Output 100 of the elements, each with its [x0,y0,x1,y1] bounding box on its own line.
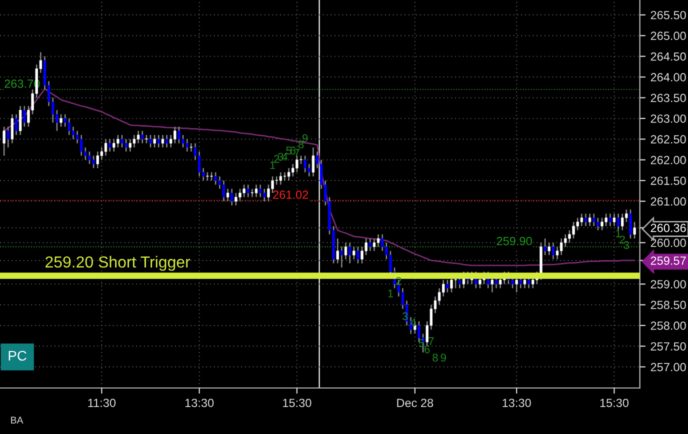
annotation: 1 [388,290,394,298]
candlestick [120,134,124,148]
candlestick [186,138,188,152]
candlestick [96,150,99,169]
candlestick [352,246,356,260]
candlestick [80,134,83,156]
candlestick [588,213,592,227]
y-tick-label: 260.36 [650,224,686,232]
candlestick [222,180,226,202]
candlestick [149,134,152,148]
y-tick-label: 259.00 [650,280,686,288]
candlestick [165,134,168,148]
candlestick [572,221,575,240]
candlestick [19,105,22,136]
candlestick [182,134,184,148]
candlestick [442,279,445,298]
y-tick-label: 257.00 [650,362,686,372]
candlestick [136,130,140,144]
annotation: PC [8,350,26,361]
candlestick [296,155,298,173]
candlestick [552,242,555,260]
candlestick [368,238,372,252]
y-tick-label: 263.50 [650,94,686,102]
candlestick [600,217,604,231]
candlestick [124,138,128,152]
candlestick [308,163,310,178]
annotation: 2 [274,154,280,163]
y-tick-label: 262.50 [650,135,686,144]
candlestick [100,146,104,160]
ref-line-label: 259.90 [496,236,532,246]
candlestick [446,279,449,293]
candlestick [629,208,632,240]
candlestick [372,238,376,252]
candlestick [381,234,384,252]
candlestick [14,114,18,136]
candlestick [250,188,254,198]
y-tick-label: 258.00 [650,322,686,330]
candlestick [116,134,120,148]
candlestick [88,150,91,165]
candlestick [364,238,368,256]
candlestick [246,184,250,198]
annotation: 1 [270,161,276,169]
candlestick [576,217,579,231]
annotation: 9 [302,134,308,142]
ref-line-label: 261.02 [273,190,308,199]
candlestick [242,184,246,198]
candlestick [356,246,360,264]
x-tick-label: 15:30 [283,398,312,408]
candlestick [161,134,164,148]
candlestick [230,188,234,206]
candlestick [612,213,616,227]
candlestick [592,213,596,227]
y-tick-label: 258.50 [650,300,686,310]
candlestick [157,134,160,148]
candlestick [254,184,258,198]
candlestick [608,213,612,227]
candlestick [178,126,180,144]
candlestick [104,138,108,156]
annotation: 1 [616,230,621,238]
candlestick [633,221,636,240]
y-tick-label: 259.57 [650,256,686,265]
annotation: 9 [440,354,446,362]
candlestick [198,150,201,178]
candlestick [214,172,217,186]
candlestick [560,238,563,256]
annotation: 6 [424,345,430,354]
candlestick [348,242,352,264]
annotation: 7 [428,337,434,345]
candlestick [92,155,95,169]
x-tick-label: 13:30 [185,398,214,408]
candlestick [625,208,628,223]
candlestick [283,172,286,182]
candlestick [68,118,70,136]
candlestick [153,134,156,148]
candlestick [584,213,588,227]
candlestick [60,114,62,128]
candlestick [287,167,290,182]
annotation: 2 [620,236,625,244]
candlestick [2,126,6,156]
candlestick [564,234,567,248]
candlestick [10,114,14,144]
annotation: 4 [282,152,288,161]
candlestick [174,126,176,144]
x-tick-label: 11:30 [88,398,116,408]
candlestick [279,172,282,186]
candlestick [548,242,550,256]
text: BA [11,416,24,424]
annotation: 3 [624,241,630,249]
y-tick-label: 261.50 [650,176,686,185]
candlestick [376,234,380,248]
annotation: 2 [396,277,402,285]
candlestick [312,146,315,178]
annotation: 3 [278,152,284,161]
candlestick [336,238,339,264]
x-tick-label: 13:30 [502,398,531,408]
y-tick-label: 265.50 [650,10,686,20]
candlestick [238,188,242,202]
candlestick [568,230,571,244]
candlestick [259,184,262,198]
candlestick [263,188,266,202]
